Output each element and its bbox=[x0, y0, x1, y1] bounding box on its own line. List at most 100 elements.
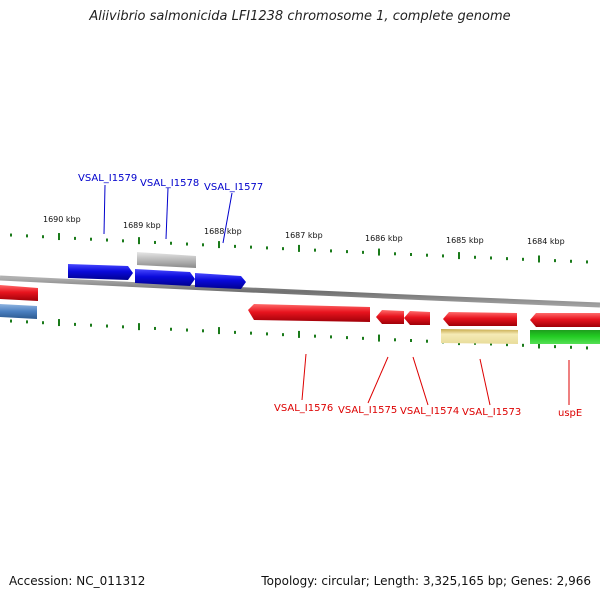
topology-text: Topology: circular; Length: 3,325,165 bp… bbox=[261, 574, 591, 588]
ruler-major-tick bbox=[378, 334, 380, 342]
ruler-minor-tick bbox=[250, 245, 252, 249]
ruler-minor-tick bbox=[474, 255, 476, 259]
ruler-minor-tick bbox=[346, 336, 348, 340]
callout-line bbox=[367, 356, 389, 404]
ruler-minor-tick bbox=[26, 320, 28, 324]
ruler-minor-tick bbox=[202, 243, 204, 247]
ruler-minor-tick bbox=[394, 338, 396, 342]
ruler-minor-tick bbox=[330, 335, 332, 339]
ruler-minor-tick bbox=[442, 254, 444, 258]
gene-arrow-vsal-i1575[interactable] bbox=[376, 310, 404, 324]
green-feature[interactable] bbox=[530, 330, 600, 344]
callout-line bbox=[479, 358, 491, 406]
reverse-gene-partial-left[interactable] bbox=[0, 285, 38, 301]
gene-arrow-vsal-i1578[interactable] bbox=[135, 269, 195, 286]
gene-label-vsal-i1576[interactable]: VSAL_I1576 bbox=[274, 403, 333, 414]
ruler-minor-tick bbox=[522, 257, 524, 261]
ruler-minor-tick bbox=[426, 339, 428, 343]
ruler-major-tick bbox=[458, 252, 460, 260]
gene-label-vsal-i1574[interactable]: VSAL_I1574 bbox=[400, 406, 459, 417]
ruler-major-tick bbox=[298, 244, 300, 252]
ruler-minor-tick bbox=[74, 322, 76, 326]
gene-label-vsal-i1573[interactable]: VSAL_I1573 bbox=[462, 407, 521, 418]
ruler-minor-tick bbox=[554, 259, 556, 263]
ruler-minor-tick bbox=[570, 259, 572, 263]
ruler-outer bbox=[10, 233, 588, 264]
steel-feature-left[interactable] bbox=[0, 304, 37, 319]
gene-arrow-vsal-i1577[interactable] bbox=[195, 273, 246, 289]
gene-arrow-vsal-i1573[interactable] bbox=[443, 312, 517, 326]
callout-line bbox=[103, 184, 106, 235]
ruler-minor-tick bbox=[122, 239, 124, 243]
ruler-minor-tick bbox=[106, 238, 108, 242]
gene-label-uspe[interactable]: uspE bbox=[558, 408, 582, 419]
ruler-labels: 1690 kbp 1689 kbp 1688 kbp 1687 kbp 1686… bbox=[43, 215, 565, 246]
ruler-major-tick bbox=[218, 241, 220, 249]
ruler-minor-tick bbox=[154, 240, 156, 244]
ruler-minor-tick bbox=[410, 252, 412, 256]
ruler-minor-tick bbox=[42, 235, 44, 239]
yellow-feature[interactable] bbox=[441, 329, 518, 344]
ruler-major-tick bbox=[538, 255, 540, 263]
ruler-minor-tick bbox=[490, 342, 492, 346]
ruler-label: 1689 kbp bbox=[123, 221, 161, 230]
reverse-strand-features bbox=[248, 304, 600, 344]
ruler-minor-tick bbox=[186, 242, 188, 246]
ruler-minor-tick bbox=[90, 323, 92, 327]
ruler-minor-tick bbox=[330, 249, 332, 253]
forward-strand-features bbox=[0, 252, 246, 319]
ruler-minor-tick bbox=[506, 257, 508, 261]
gene-label-vsal-i1575[interactable]: VSAL_I1575 bbox=[338, 405, 397, 416]
callout-line bbox=[412, 356, 429, 406]
ruler-major-tick bbox=[138, 237, 140, 245]
ruler-major-tick bbox=[298, 330, 300, 338]
ruler-minor-tick bbox=[154, 326, 156, 330]
ruler-minor-tick bbox=[314, 334, 316, 338]
ruler-minor-tick bbox=[362, 250, 364, 254]
ruler-minor-tick bbox=[170, 327, 172, 331]
ruler-minor-tick bbox=[250, 331, 252, 335]
ruler-minor-tick bbox=[426, 253, 428, 257]
ruler-minor-tick bbox=[266, 246, 268, 250]
gene-label-vsal-i1577[interactable]: VSAL_I1577 bbox=[204, 182, 263, 193]
ruler-minor-tick bbox=[506, 343, 508, 347]
gene-label-vsal-i1579[interactable]: VSAL_I1579 bbox=[78, 173, 137, 184]
ruler-minor-tick bbox=[10, 233, 12, 237]
ruler-minor-tick bbox=[586, 260, 588, 264]
ruler-major-tick bbox=[58, 233, 60, 241]
ruler-minor-tick bbox=[106, 324, 108, 328]
ruler-label: 1684 kbp bbox=[527, 237, 565, 246]
accession-text: Accession: NC_011312 bbox=[9, 574, 146, 588]
ruler-minor-tick bbox=[282, 247, 284, 251]
ruler-major-tick bbox=[138, 323, 140, 331]
ruler-minor-tick bbox=[42, 321, 44, 325]
gene-label-vsal-i1578[interactable]: VSAL_I1578 bbox=[140, 178, 199, 189]
gene-arrow-uspe[interactable] bbox=[530, 313, 600, 327]
ruler-minor-tick bbox=[346, 250, 348, 254]
callout-line bbox=[165, 187, 169, 240]
ruler-minor-tick bbox=[282, 333, 284, 337]
genome-backbone bbox=[0, 275, 600, 308]
ruler-minor-tick bbox=[490, 256, 492, 260]
ruler-minor-tick bbox=[586, 346, 588, 350]
ruler-minor-tick bbox=[522, 343, 524, 347]
ruler-minor-tick bbox=[170, 241, 172, 245]
ruler-minor-tick bbox=[570, 345, 572, 349]
ruler-minor-tick bbox=[202, 329, 204, 333]
gray-feature[interactable] bbox=[137, 252, 196, 268]
ruler-label: 1685 kbp bbox=[446, 236, 484, 245]
map-title: Aliivibrio salmonicida LFI1238 chromosom… bbox=[89, 9, 511, 24]
ruler-major-tick bbox=[218, 327, 220, 335]
ruler-minor-tick bbox=[362, 336, 364, 340]
gene-arrow-vsal-i1574[interactable] bbox=[404, 311, 430, 325]
ruler-minor-tick bbox=[234, 330, 236, 334]
ruler-label: 1686 kbp bbox=[365, 234, 403, 243]
gene-arrow-vsal-i1579[interactable] bbox=[68, 264, 133, 280]
ruler-label: 1688 kbp bbox=[204, 227, 242, 236]
ruler-minor-tick bbox=[90, 237, 92, 241]
gene-arrow-vsal-i1576[interactable] bbox=[248, 304, 370, 322]
ruler-label: 1687 kbp bbox=[285, 231, 323, 240]
ruler-minor-tick bbox=[554, 345, 556, 349]
